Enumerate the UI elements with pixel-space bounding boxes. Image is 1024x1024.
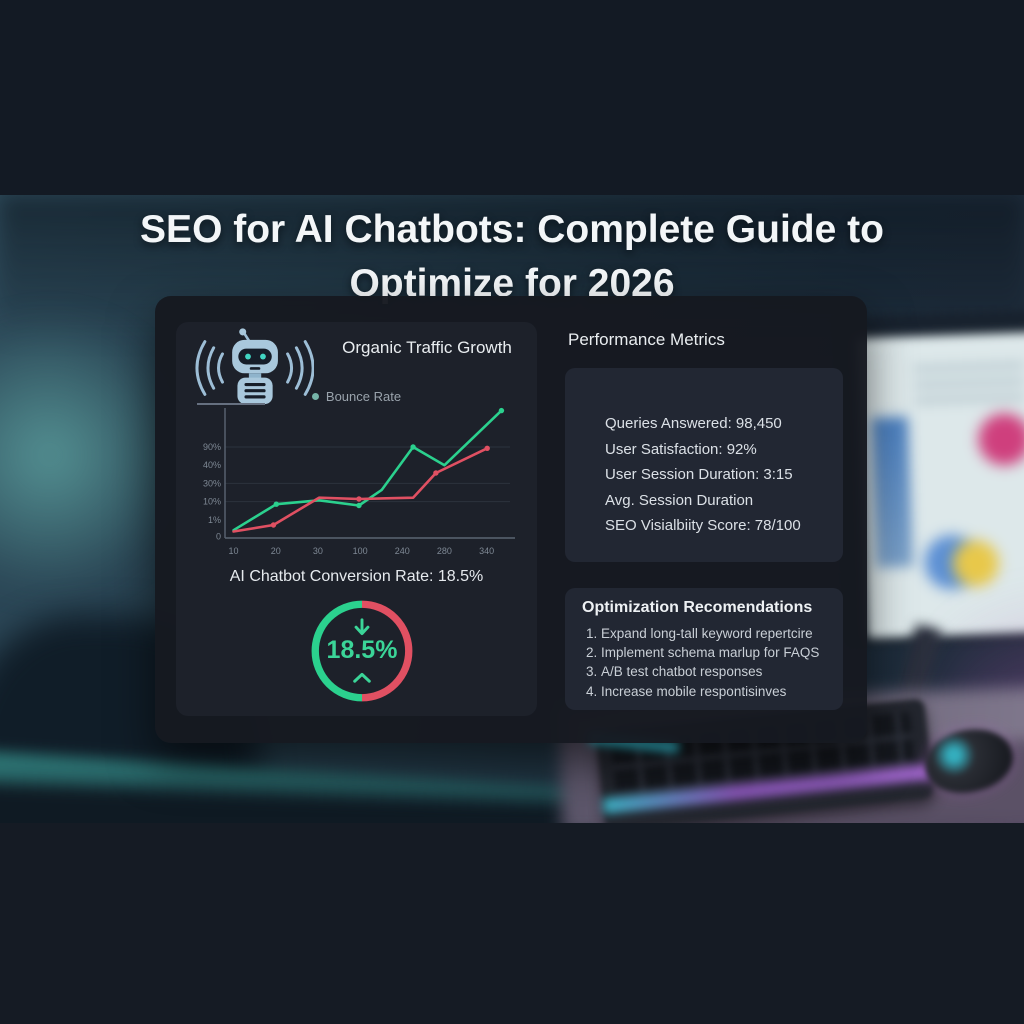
performance-metrics-title: Performance Metrics: [568, 330, 725, 349]
legend-dot-icon: [311, 393, 319, 400]
svg-text:0: 0: [216, 532, 221, 542]
gauge-value: 18.5%: [326, 636, 398, 664]
title-line-1: SEO for AI Chatbots: Complete Guide to: [140, 208, 884, 251]
metric-session-duration: User Session Duration: 3:15: [605, 466, 793, 483]
svg-text:10%: 10%: [203, 497, 221, 507]
traffic-panel-title: Organic Traffic Growth: [342, 338, 512, 357]
gauge-ring: [311, 600, 413, 702]
svg-text:30%: 30%: [203, 478, 221, 488]
recommendation-item: Implement schema marlup for FAQS: [601, 643, 843, 662]
recommendation-item: Expand long-tall keyword repertcire: [601, 624, 843, 643]
svg-text:240: 240: [395, 546, 410, 556]
traffic-line-chart: 90% 40% 30% 10% 1% 0 10 20 30 100 240 280 340: [203, 407, 515, 556]
svg-text:10: 10: [229, 546, 239, 556]
svg-text:100: 100: [353, 546, 368, 556]
metric-user-satisfaction: User Satisfaction: 92%: [605, 440, 757, 458]
svg-text:40%: 40%: [203, 460, 221, 470]
recommendation-item: A/B test chatbot responses: [601, 662, 843, 681]
recommendations-title: Optimization Recomendations: [582, 599, 813, 616]
svg-text:340: 340: [479, 546, 494, 556]
conversion-gauge: 18.5%: [307, 596, 417, 706]
conversion-rate-label: AI Chatbot Conversion Rate: 18.5%: [229, 568, 484, 585]
legend-label: Bounce Rate: [325, 389, 402, 404]
svg-text:30: 30: [313, 546, 323, 556]
chevron-up-icon: [353, 672, 371, 683]
chart-legend: Bounce Rate: [176, 389, 537, 404]
blurred-bar-chart: [871, 416, 913, 568]
bottom-band: [0, 823, 1024, 1024]
metric-avg-session-duration: Avg. Session Duration: [605, 491, 754, 509]
decorative-underline: [197, 403, 265, 405]
recommendation-item: Increase mobile respontisinves: [601, 682, 843, 701]
svg-text:90%: 90%: [203, 442, 221, 452]
organic-traffic-panel: Organic Traffic Growth Bounce Rate 90% 40…: [176, 322, 537, 716]
chatbot-robot-icon: [195, 328, 314, 405]
metric-seo-visibility-score: SEO Visialbiity Score: 78/100: [605, 517, 801, 534]
page-title: SEO for AI Chatbots: Complete Guide to Op…: [0, 203, 1024, 311]
svg-text:20: 20: [271, 546, 281, 556]
svg-text:1%: 1%: [208, 515, 221, 525]
top-band: [0, 0, 1024, 195]
dashboard-panel: Organic Traffic Growth Bounce Rate 90% 40…: [155, 296, 867, 743]
arrow-down-icon: [354, 618, 370, 636]
performance-metrics-box: Queries Answered: 98,450 User Satisfacti…: [565, 368, 843, 562]
svg-text:280: 280: [437, 546, 452, 556]
recommendations-list: Expand long-tall keyword repertcire Impl…: [565, 624, 843, 701]
optimization-recommendations-box: Optimization Recomendations Expand long-…: [565, 588, 843, 710]
metric-queries-answered: Queries Answered: 98,450: [605, 415, 782, 432]
blurred-pink-circle: [977, 412, 1024, 467]
blurred-text-lines: [913, 362, 1024, 407]
